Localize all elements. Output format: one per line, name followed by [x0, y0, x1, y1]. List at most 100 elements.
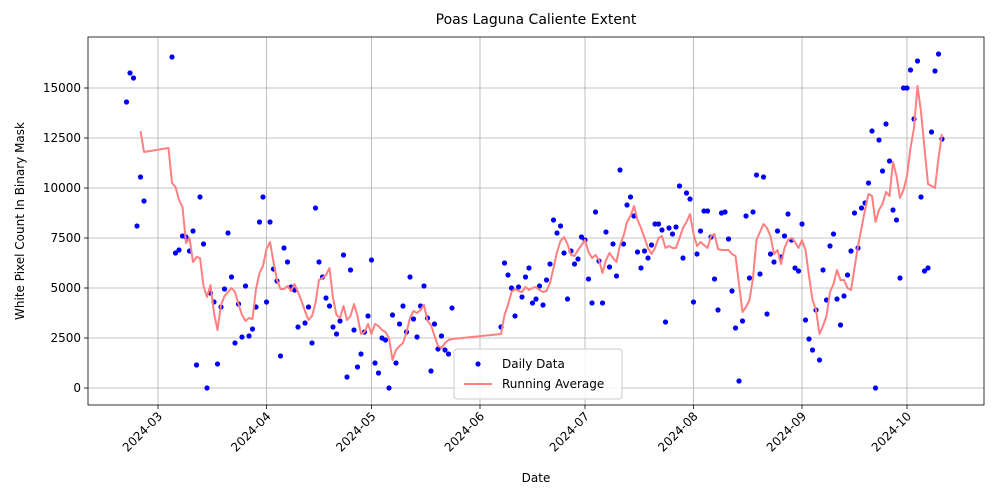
data-point: [676, 183, 683, 189]
data-point: [739, 318, 746, 324]
data-point: [372, 360, 378, 366]
plot-data: [123, 51, 945, 391]
data-point: [176, 247, 182, 253]
data-point: [627, 194, 634, 200]
y-tick-label: 12500: [43, 131, 81, 145]
y-tick-label: 7500: [50, 231, 81, 245]
data-point: [837, 322, 844, 328]
data-point: [921, 268, 928, 274]
data-point: [561, 250, 567, 256]
data-point: [925, 265, 931, 271]
data-point: [204, 385, 210, 391]
data-point: [799, 221, 805, 227]
data-point: [767, 251, 774, 257]
data-point: [302, 320, 308, 326]
data-point: [522, 274, 529, 280]
data-point: [886, 158, 893, 164]
data-point: [190, 228, 196, 234]
y-tick-label: 5000: [50, 281, 81, 295]
data-point: [428, 368, 434, 374]
data-point: [869, 128, 875, 134]
data-point: [396, 321, 403, 327]
data-point: [841, 293, 847, 299]
data-point: [879, 168, 886, 174]
data-point: [333, 331, 340, 337]
data-point: [389, 312, 396, 318]
data-point: [351, 327, 357, 333]
data-point: [753, 172, 760, 178]
data-point: [578, 234, 585, 240]
data-point: [816, 357, 823, 363]
data-point: [725, 236, 732, 242]
data-point: [617, 167, 623, 173]
y-tick-label: 15000: [43, 81, 81, 95]
x-axis-label: Date: [522, 471, 551, 485]
data-point: [830, 231, 837, 237]
plot-frame: [87, 36, 985, 406]
data-point: [263, 299, 270, 305]
legend-label: Running Average: [502, 377, 604, 391]
data-point: [365, 313, 371, 319]
legend-label: Daily Data: [502, 357, 565, 371]
data-point: [127, 70, 133, 76]
data-point: [442, 347, 448, 353]
data-point: [785, 211, 791, 217]
data-point: [897, 275, 903, 281]
data-point: [400, 303, 406, 309]
data-point: [858, 205, 865, 211]
data-point: [410, 316, 417, 322]
data-point: [340, 252, 347, 258]
data-point: [358, 351, 364, 357]
data-point: [827, 243, 833, 249]
data-point: [694, 251, 700, 257]
data-point: [645, 255, 651, 261]
data-point: [533, 296, 539, 302]
data-point: [386, 385, 392, 391]
data-point: [354, 364, 361, 370]
data-point: [732, 325, 739, 331]
data-point: [550, 217, 557, 223]
data-point: [508, 285, 515, 291]
data-point: [130, 75, 137, 81]
data-point: [141, 198, 147, 204]
data-point: [848, 248, 854, 254]
data-point: [277, 353, 284, 359]
data-point: [589, 300, 595, 306]
data-point: [585, 276, 592, 282]
data-point: [284, 259, 291, 265]
data-point: [729, 288, 735, 294]
data-point: [172, 250, 179, 256]
data-point: [431, 321, 438, 327]
data-point: [620, 241, 627, 247]
data-point: [928, 129, 935, 135]
data-point: [326, 303, 333, 309]
data-point: [851, 210, 858, 216]
data-point: [648, 242, 655, 248]
data-point: [771, 259, 777, 265]
data-point: [337, 318, 343, 324]
data-point: [764, 311, 770, 317]
data-point: [932, 68, 938, 74]
data-point: [246, 333, 252, 339]
y-axis-label: White Pixel Count In Binary Mask: [13, 122, 27, 320]
data-point: [606, 264, 613, 270]
data-point: [760, 174, 767, 180]
data-point: [393, 360, 399, 366]
data-point: [309, 340, 315, 346]
data-point: [634, 249, 641, 255]
data-point: [197, 194, 203, 200]
data-point: [883, 121, 889, 127]
data-point: [515, 284, 522, 290]
data-point: [599, 300, 606, 306]
data-point: [575, 256, 581, 262]
data-point: [673, 224, 679, 230]
data-point: [757, 271, 763, 277]
data-point: [935, 51, 942, 57]
data-point: [687, 196, 693, 202]
data-point: [512, 313, 518, 319]
data-point: [610, 241, 616, 247]
data-point: [603, 229, 609, 235]
data-point: [809, 347, 816, 353]
data-point: [914, 58, 921, 64]
data-point: [641, 248, 648, 254]
